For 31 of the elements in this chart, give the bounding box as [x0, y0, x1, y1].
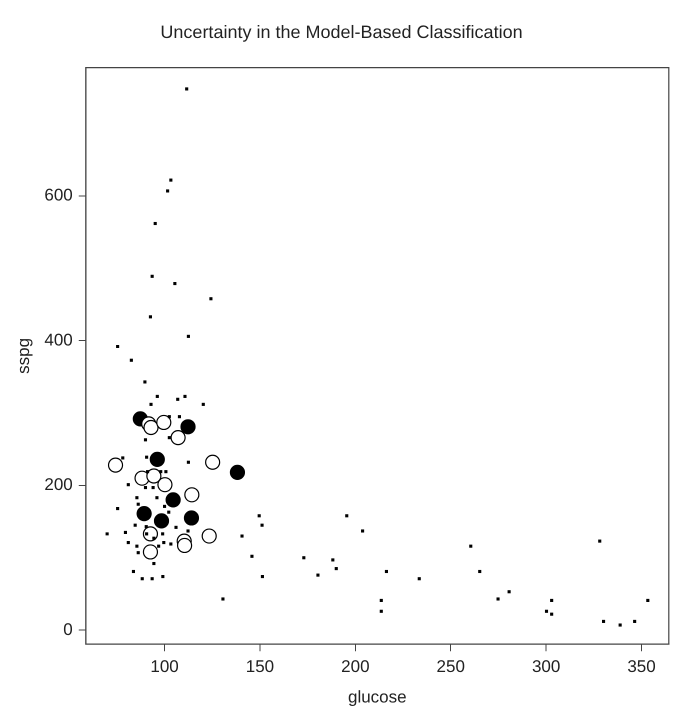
point — [184, 510, 200, 526]
x-axis-title: glucose — [348, 687, 407, 706]
point — [205, 454, 220, 470]
point — [180, 419, 196, 434]
point — [202, 528, 217, 544]
y-tick-label: 600 — [44, 186, 73, 205]
x-tick-label: 200 — [341, 657, 370, 676]
x-tick-label: 300 — [532, 657, 560, 676]
point — [156, 414, 172, 430]
point — [108, 458, 124, 473]
point — [184, 487, 200, 502]
y-axis-title: sspg — [14, 338, 33, 374]
x-tick-label: 100 — [150, 657, 179, 676]
x-tick-label: 150 — [246, 657, 274, 676]
point — [143, 420, 159, 436]
point — [146, 468, 162, 484]
point — [176, 538, 192, 554]
point — [154, 513, 170, 528]
point — [166, 492, 181, 508]
y-tick-label: 200 — [44, 475, 73, 494]
chart-title: Uncertainty in the Model-Based Classification — [160, 22, 523, 42]
y-tick-label: 0 — [63, 620, 73, 639]
point — [150, 452, 165, 467]
point — [170, 430, 186, 446]
point — [136, 506, 152, 522]
y-tick-label: 400 — [44, 330, 73, 350]
point — [157, 477, 173, 492]
point — [230, 464, 246, 480]
point — [142, 544, 158, 560]
x-tick-label: 350 — [627, 657, 656, 676]
x-tick-label: 250 — [436, 657, 465, 676]
